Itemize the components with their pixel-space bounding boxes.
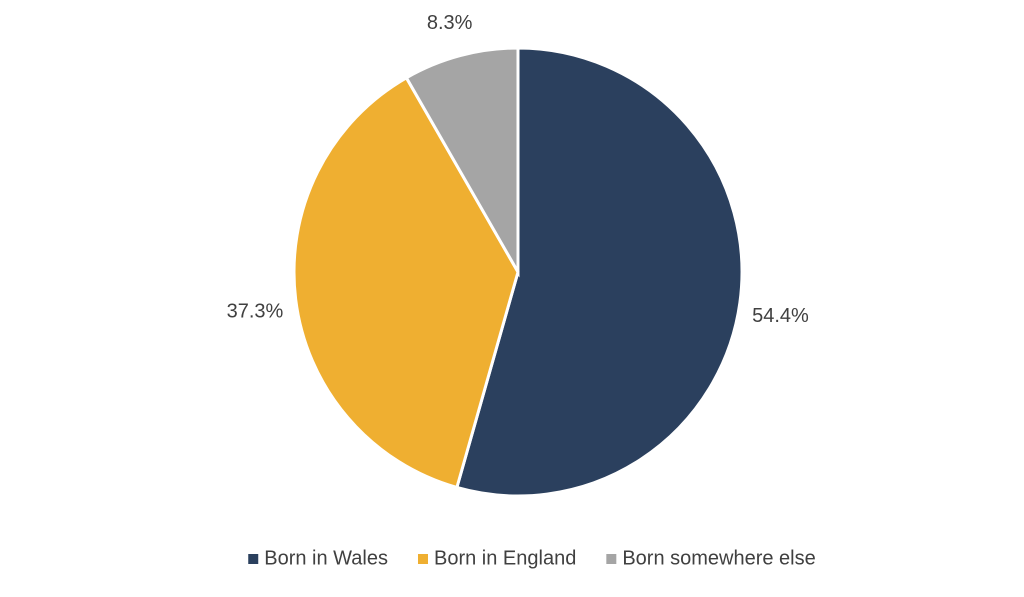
data-label: 8.3% (427, 12, 473, 34)
data-label: 37.3% (227, 301, 284, 323)
pie-slice (455, 46, 744, 498)
legend-label: Born in Wales (264, 547, 388, 569)
legend-label: Born in England (434, 547, 576, 569)
data-label: 54.4% (752, 305, 809, 327)
legend-swatch (606, 554, 617, 564)
legend-swatch (417, 554, 428, 564)
pie-slice (292, 75, 520, 490)
legend: Born in Wales Born in England Born somewhe… (248, 547, 816, 569)
pie-slice (404, 46, 520, 278)
legend-label: Born somewhere else (622, 547, 815, 569)
legend-swatch (248, 554, 259, 564)
